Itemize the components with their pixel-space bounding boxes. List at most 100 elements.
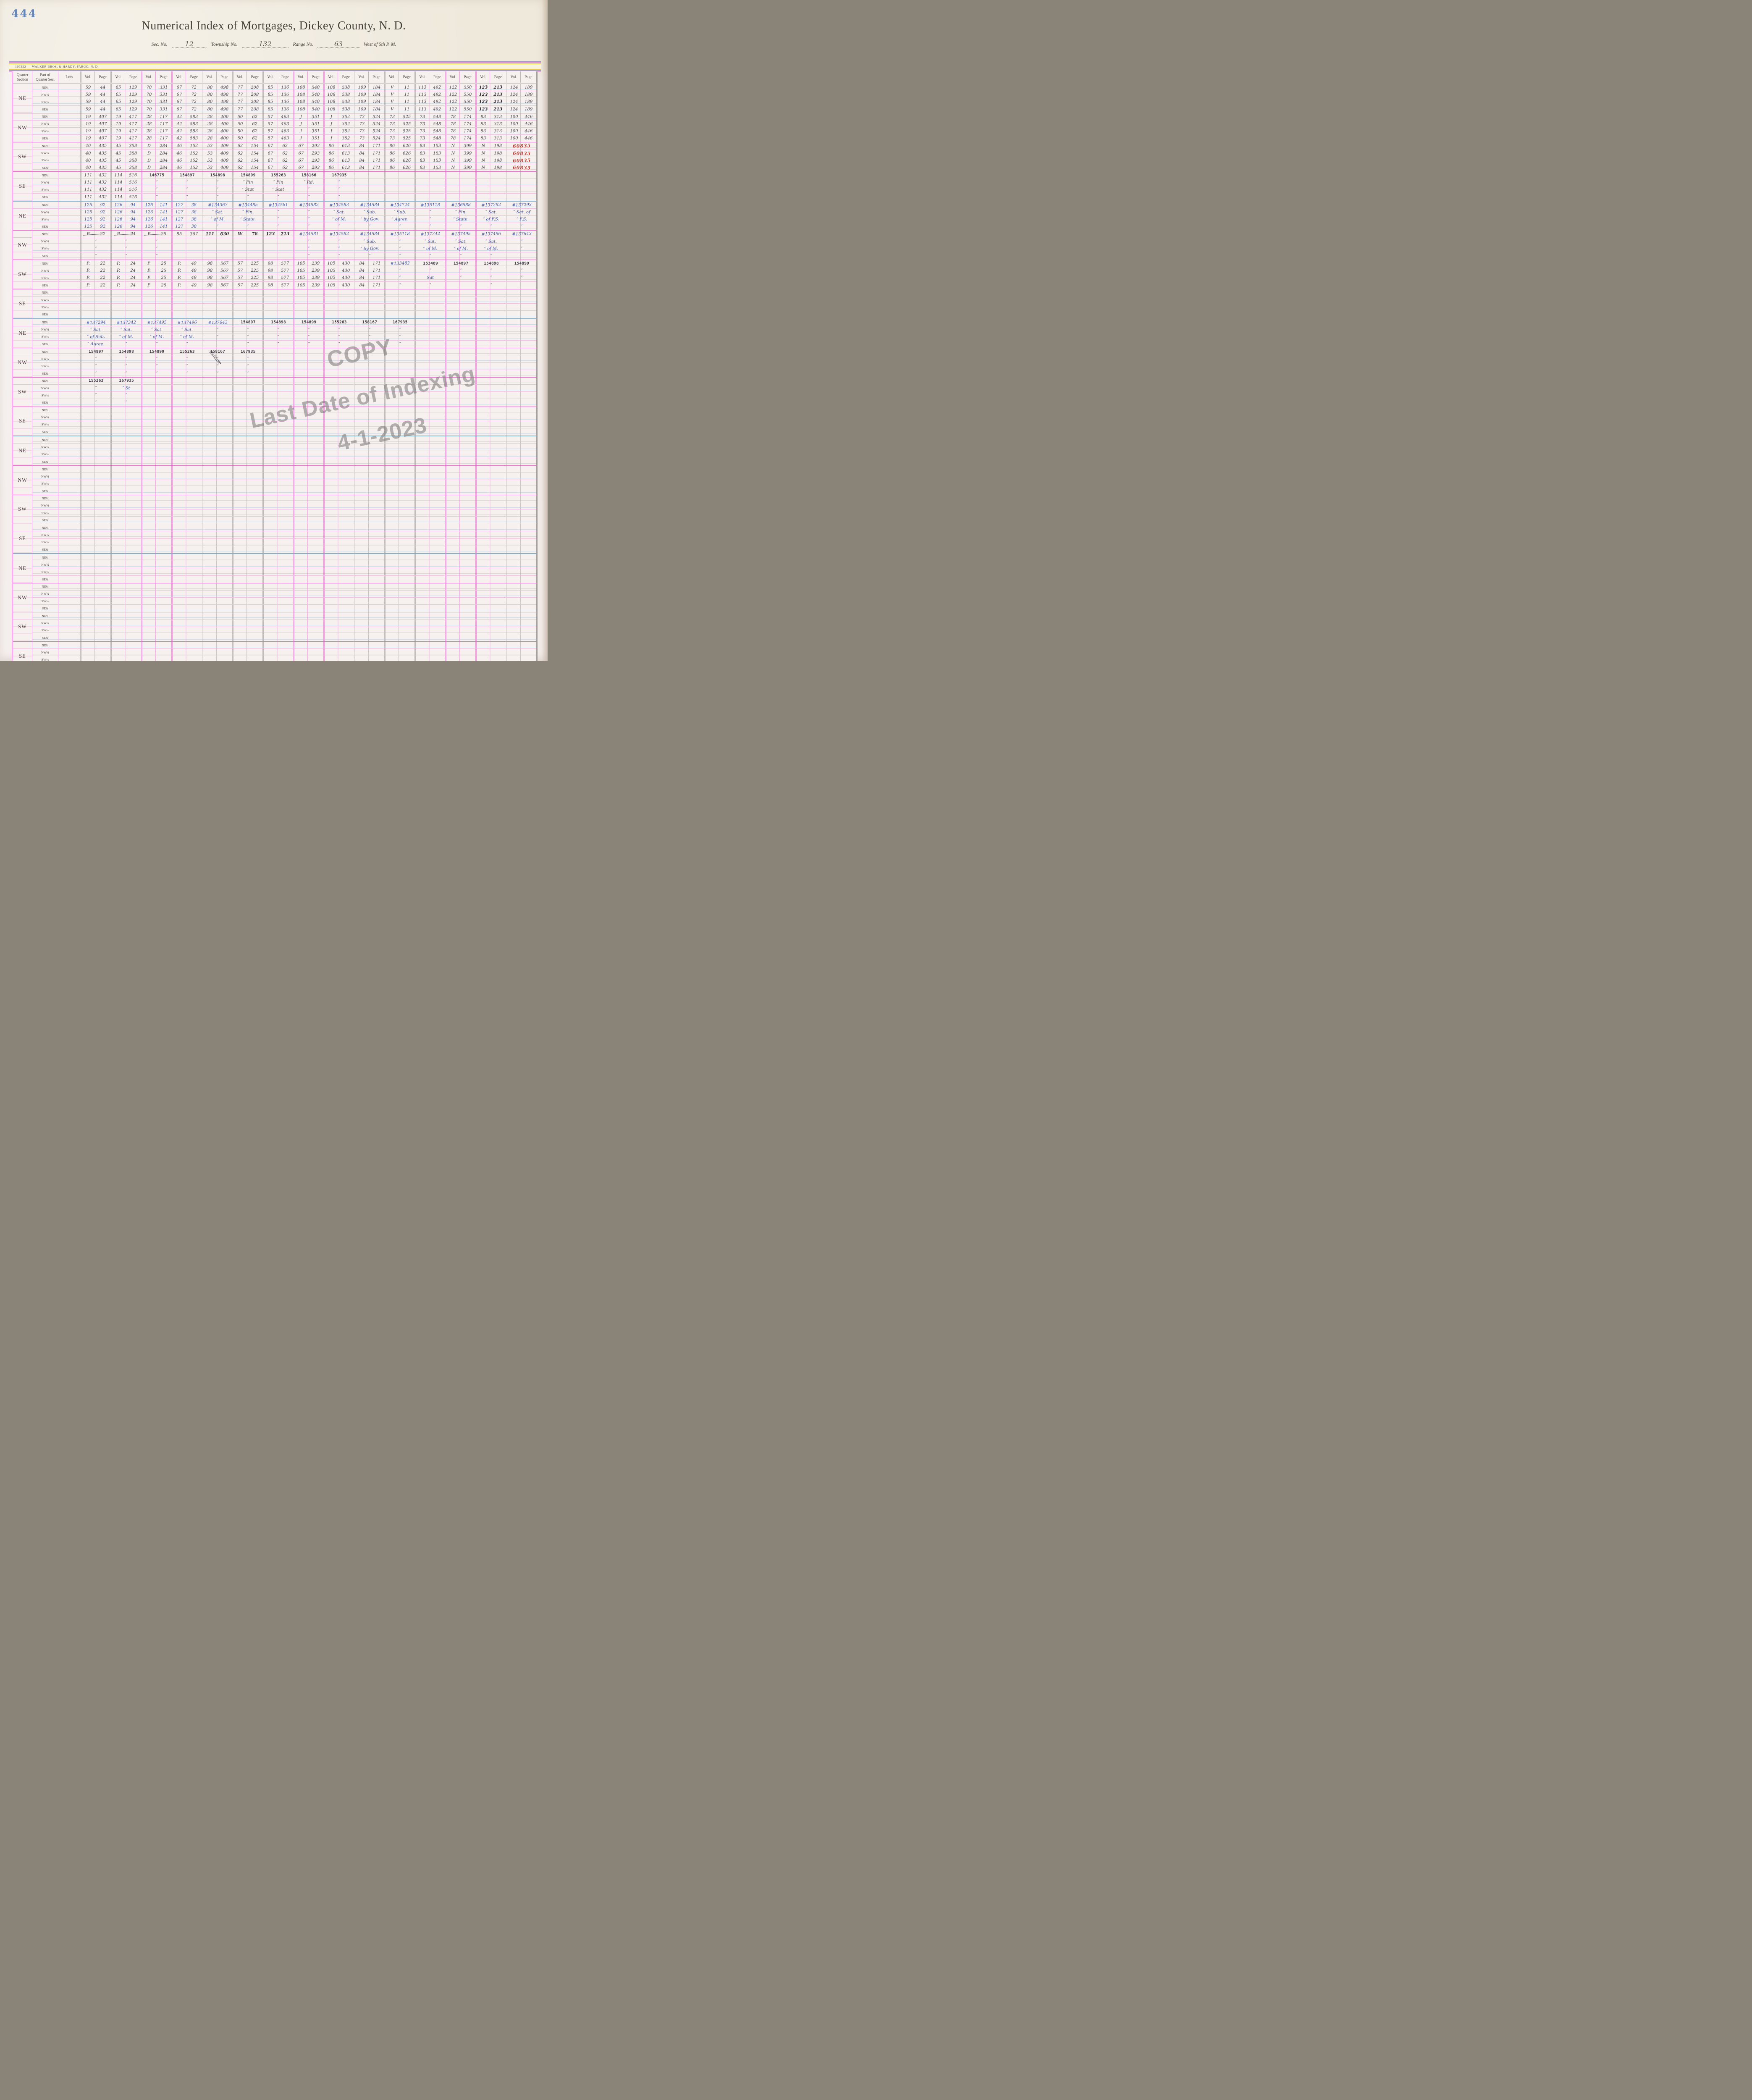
volpage-pair: [414, 487, 445, 495]
volpage-pair: [445, 326, 476, 333]
vol-cell: 73: [389, 114, 395, 119]
volpage-pair: [384, 362, 415, 370]
quarter-group: NW NE¼ NW¼ SW¼ SE¼: [13, 465, 537, 495]
page-cell: 446: [524, 121, 532, 126]
volpage-pair: 28 117: [141, 128, 172, 135]
quarter-group: SW NE¼ 155263 167935 NW¼ ″ ″ St SW¼ ″ ″ SE¼ ″ ″: [13, 377, 537, 407]
page-cell: 358: [129, 158, 137, 163]
quarter-group: NW NE¼ 19 407 19 417 28 117 42 583 28 400 50 62 57 463 J…: [13, 113, 537, 143]
entry: ″: [399, 342, 401, 347]
volpage-pair: J 351: [293, 135, 324, 142]
volpage-pair: ″: [354, 252, 385, 260]
page-cell: 492: [433, 92, 441, 97]
volpage-pair: [506, 341, 537, 348]
ledger-row: NE¼ 111 432 114 516 146775 154897 154898 154899 1…: [32, 172, 537, 179]
volpage-pair: [262, 649, 293, 656]
page-cell: 152: [190, 143, 198, 149]
page-cell: 409: [220, 165, 228, 171]
volpage-pair: 126 94: [110, 216, 141, 223]
page-cell: 136: [281, 99, 289, 105]
volpage-pair: [110, 605, 141, 612]
lots-cell: [58, 282, 80, 289]
volpage-pair: [171, 546, 202, 553]
volpage-pair: 123 213: [475, 84, 506, 91]
ledger-row: NE¼ 19 407 19 417 28 117 42 583 28 400 50 62 57 463 J 35…: [32, 113, 537, 121]
page-cell: 516: [129, 180, 137, 185]
page-cell: 400: [220, 136, 228, 141]
volpage-pair: [506, 407, 537, 414]
lots-cell: [58, 98, 80, 105]
volpage-pair: [141, 495, 172, 502]
ledger-row: NE¼: [32, 612, 537, 620]
volpage-pair: [445, 605, 476, 612]
entry: ″: [247, 342, 249, 347]
part-label: NW¼: [32, 208, 58, 216]
volpage-pair: [414, 326, 445, 333]
vol-cell: 73: [359, 114, 365, 119]
volpage-pair: [80, 495, 111, 502]
entry: ″: [308, 334, 310, 339]
entry: ″: [186, 187, 188, 192]
volpage-pair: 65 129: [110, 98, 141, 105]
volpage-pair: 53 409: [202, 164, 233, 172]
quarter-section-label: SW: [13, 377, 32, 407]
page-cell: 189: [524, 92, 532, 97]
page-cell: 626: [403, 158, 411, 163]
volpage-pair: 62 154: [232, 164, 263, 172]
volpage-pair: 85 136: [262, 98, 293, 105]
volpage-pair: [80, 509, 111, 517]
volpage-pair: [293, 524, 324, 531]
volpage-pair: [445, 612, 476, 620]
page-cell: 313: [494, 129, 502, 134]
volpage-pair: [475, 590, 506, 598]
page-cell: 24: [130, 268, 136, 273]
volpage-pair: [323, 414, 354, 421]
vol-cell: 124: [509, 107, 518, 112]
volpage-pair: [171, 289, 202, 296]
volpage-pair: [475, 326, 506, 333]
volpage-pair: ″: [110, 238, 141, 245]
part-label: SE¼: [32, 575, 58, 583]
column-header-vol: Vol.: [112, 71, 126, 83]
volpage-pair: 77 208: [232, 98, 263, 105]
volpage-pair: [232, 656, 263, 661]
volpage-pair: [171, 634, 202, 642]
volpage-pair: [141, 612, 172, 620]
entry: ″ of M.: [210, 217, 225, 222]
volpage-pair: 126 141: [141, 208, 172, 216]
volpage-pair: 60835: [506, 157, 537, 164]
page-cell: 22: [100, 261, 106, 266]
volpage-pair: [141, 458, 172, 465]
volpage-pair: [506, 509, 537, 517]
page-cell: 152: [190, 165, 198, 171]
page-cell: 141: [159, 210, 168, 215]
volpage-pair: [445, 333, 476, 341]
volpage-pair: 62 154: [232, 142, 263, 150]
vol-cell: 100: [509, 114, 518, 119]
entry: #134582: [329, 231, 349, 237]
page-cell: 284: [159, 165, 168, 171]
volpage-pair: [232, 531, 263, 538]
page-cell: 117: [159, 121, 168, 126]
volpage-pair: ″ Stat: [232, 186, 263, 193]
volpage-pair: [323, 436, 354, 444]
vol-cell: 67: [298, 165, 304, 171]
volpage-pair: [110, 311, 141, 318]
vol-cell: 108: [327, 107, 336, 112]
ledger-row: SW¼ ″ ″: [32, 392, 537, 399]
volpage-pair: [414, 465, 445, 473]
page-cell: 62: [282, 143, 288, 149]
volpage-pair: [80, 304, 111, 311]
volpage-pair: [384, 502, 415, 509]
volpage-pair: ″: [171, 362, 202, 370]
volpage-pair: [384, 444, 415, 451]
entry: #137342: [116, 320, 136, 325]
volpage-pair: 67 72: [171, 98, 202, 105]
volpage-pair: ″: [323, 238, 354, 245]
page-cell: 626: [403, 165, 411, 171]
vol-cell: 108: [297, 107, 305, 112]
page-cell: 117: [159, 129, 168, 134]
volpage-pair: [262, 598, 293, 605]
